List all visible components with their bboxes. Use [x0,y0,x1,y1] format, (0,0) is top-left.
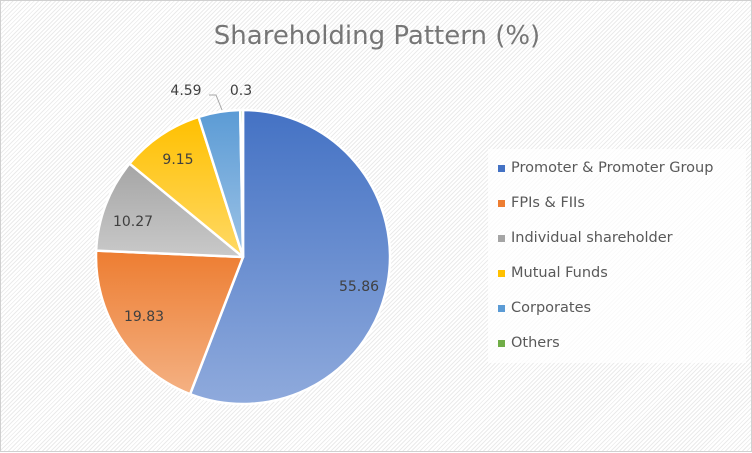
pie-slice-others[interactable] [238,108,245,259]
legend-swatch-icon [498,164,505,172]
legend-swatch-icon [498,234,505,242]
legend-label: Mutual Funds [511,265,608,281]
chart-title: Shareholding Pattern (%) [213,21,541,51]
legend-swatch-icon [498,339,505,347]
legend-item-mutual-funds[interactable]: Mutual Funds [498,263,608,283]
legend-label: FPIs & FIIs [511,195,585,211]
data-label-fpi: 19.83 [124,309,164,325]
data-label-mutual-funds: 9.15 [162,152,193,168]
legend-item-fpi[interactable]: FPIs & FIIs [498,193,585,213]
pie-slice-fpi[interactable] [94,249,245,396]
legend-item-others[interactable]: Others [498,333,560,353]
legend-swatch-icon [498,199,505,207]
pie-slice-promoter[interactable] [188,108,392,406]
legend: Promoter & Promoter Group FPIs & FIIs In… [488,149,746,363]
legend-swatch-icon [498,304,505,312]
data-label-others: 0.3 [230,83,252,99]
legend-label: Promoter & Promoter Group [511,160,714,176]
pie-slice-mutual-funds[interactable] [128,115,245,259]
legend-swatch-icon [498,269,505,277]
legend-item-promoter[interactable]: Promoter & Promoter Group [498,158,713,178]
legend-label: Corporates [511,300,592,316]
pie-slice-individual[interactable] [94,162,245,259]
data-label-corporates: 4.59 [170,83,201,99]
legend-item-corporates[interactable]: Corporates [498,298,591,318]
leader-line [209,94,223,111]
legend-item-individual[interactable]: Individual shareholder [498,228,673,248]
legend-label: Individual shareholder [511,230,673,246]
legend-label: Others [511,335,560,351]
data-label-individual: 10.27 [113,214,153,230]
data-label-promoter: 55.86 [339,279,379,295]
